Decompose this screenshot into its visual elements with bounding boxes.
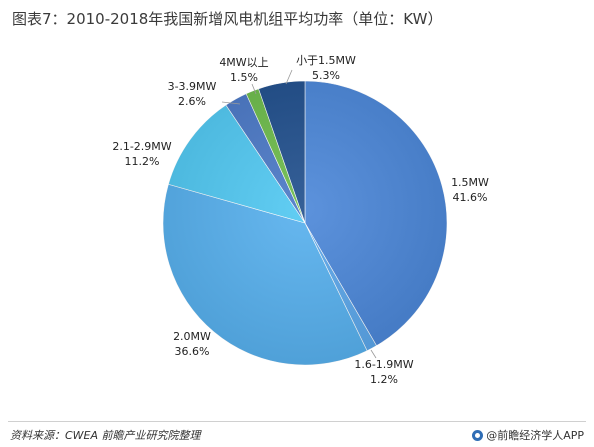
- footer: 资料来源：CWEA 前瞻产业研究院整理 @前瞻经济学人APP: [0, 421, 594, 447]
- leader-line-4mw: [251, 83, 257, 95]
- slice-value-4mw: 1.5%: [230, 71, 258, 84]
- brand-text: @前瞻经济学人APP: [486, 429, 584, 442]
- source-note: 资料来源：CWEA 前瞻产业研究院整理: [10, 429, 201, 442]
- slice-value-1-6-1-9mw: 1.2%: [370, 373, 398, 386]
- brand-credit: @前瞻经济学人APP: [472, 427, 584, 443]
- chart-title: 图表7：2010-2018年我国新增风电机组平均功率（单位：KW）: [12, 10, 443, 28]
- slice-label-1-5mw: 小于1.5MW: [296, 54, 356, 67]
- footer-divider: [8, 421, 586, 422]
- slice-value-1-5mw: 41.6%: [453, 191, 488, 204]
- slice-label-1-6-1-9mw: 1.6-1.9MW: [354, 358, 413, 371]
- slice-label-1-5mw: 1.5MW: [451, 176, 489, 189]
- slice-value-2-0mw: 36.6%: [175, 345, 210, 358]
- leader-line-3-3-9mw: [221, 101, 241, 105]
- leader-line-1-6-1-9mw: [370, 349, 377, 359]
- slice-label-3-3-9mw: 3-3.9MW: [168, 80, 217, 93]
- slice-label-4mw: 4MW以上: [219, 56, 268, 69]
- slice-value-3-3-9mw: 2.6%: [178, 95, 206, 108]
- slice-value-2-1-2-9mw: 11.2%: [125, 155, 160, 168]
- leader-line-1-5mw: [285, 69, 293, 85]
- slice-value-1-5mw: 5.3%: [312, 69, 340, 82]
- slice-label-2-1-2-9mw: 2.1-2.9MW: [112, 140, 171, 153]
- brand-logo-icon: [472, 429, 484, 441]
- slice-label-2-0mw: 2.0MW: [173, 330, 211, 343]
